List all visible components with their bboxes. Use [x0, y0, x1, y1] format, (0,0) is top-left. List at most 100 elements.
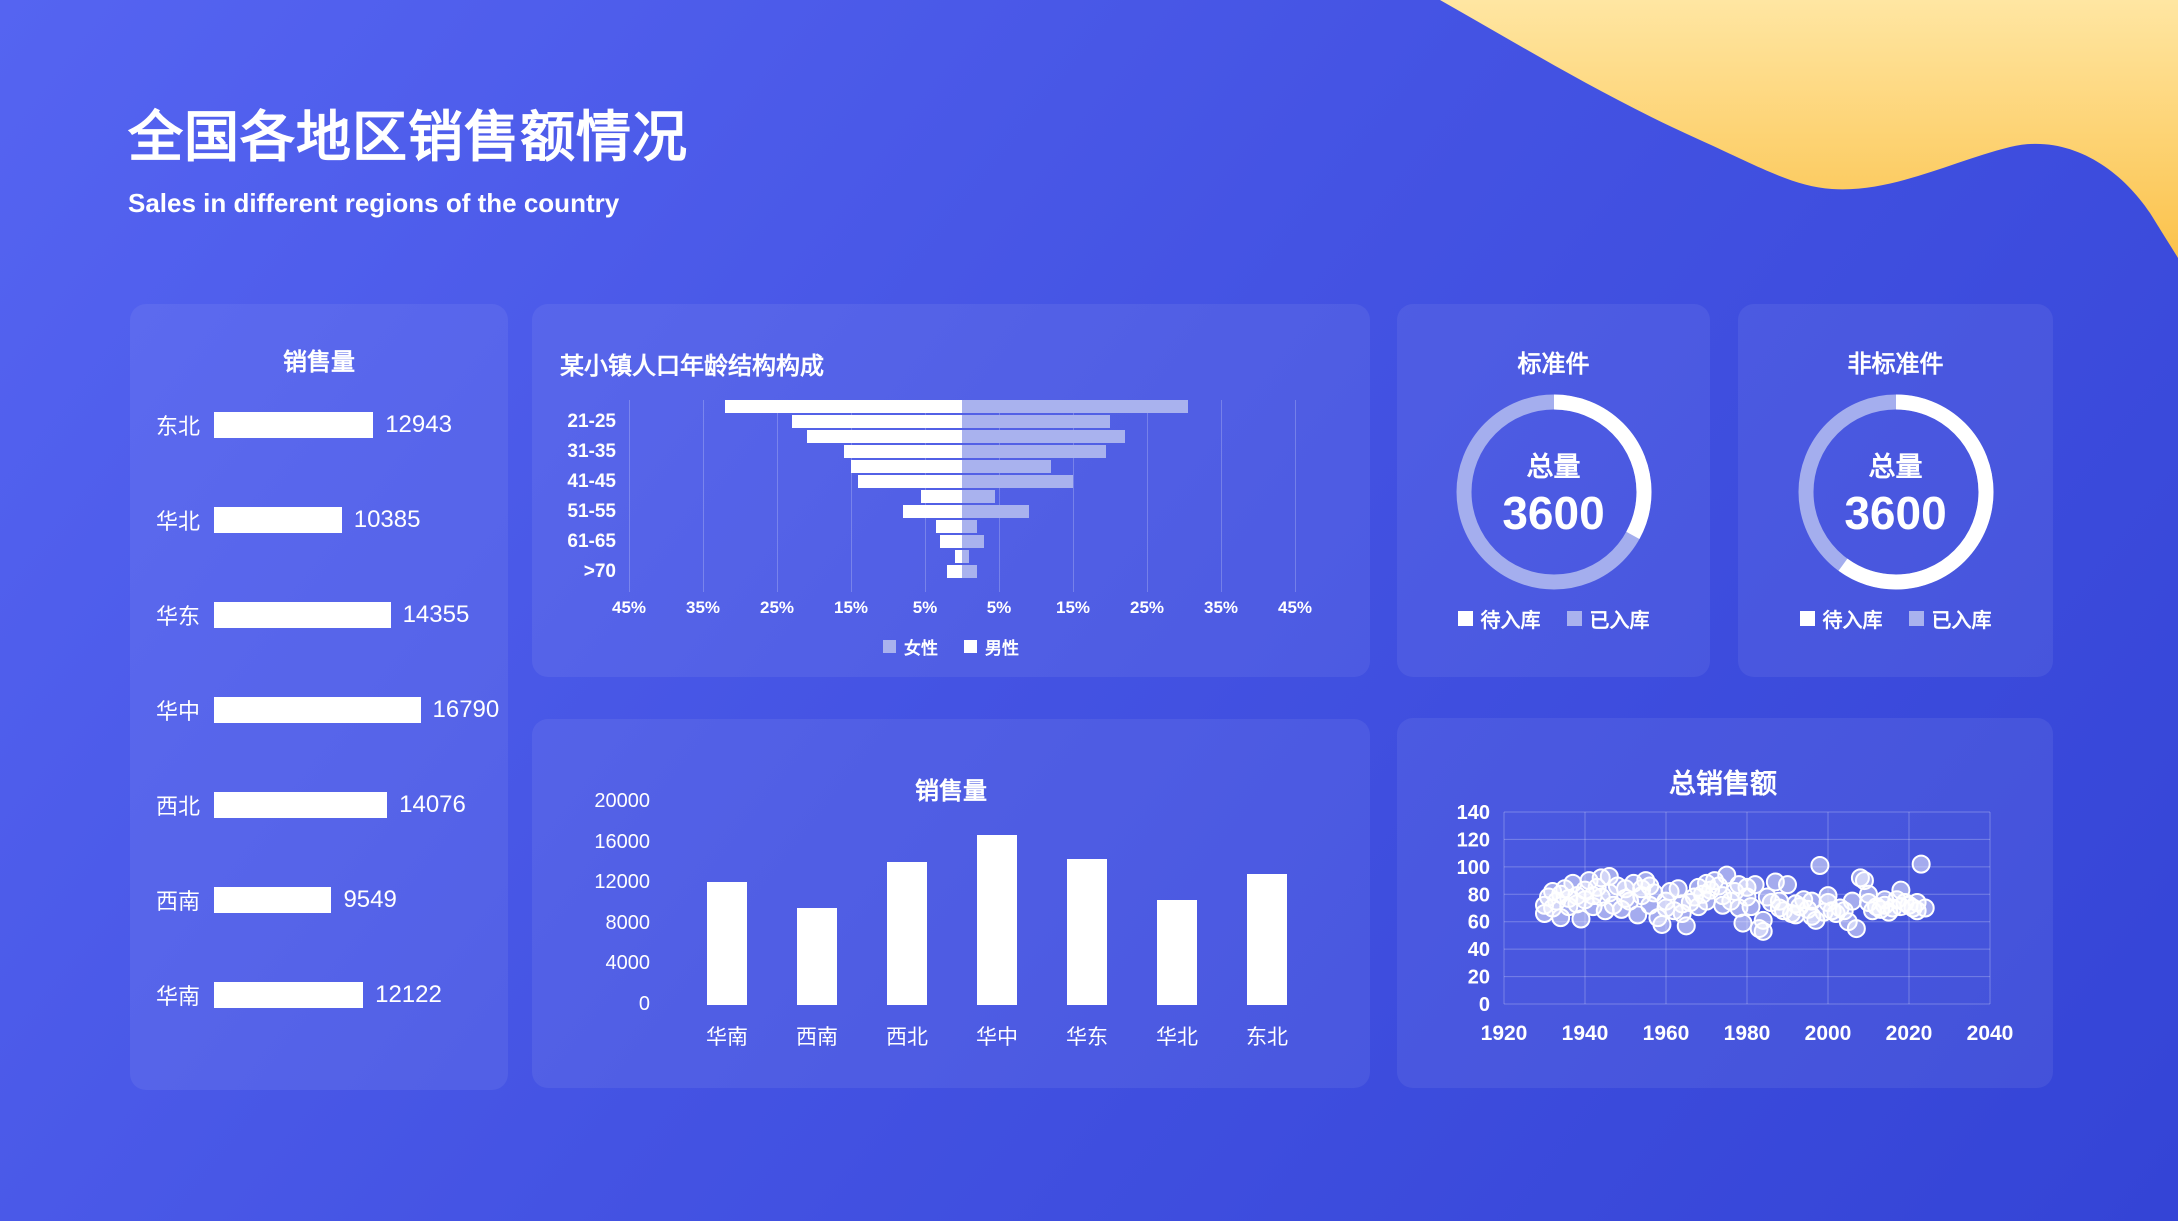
vbar-chart-title: 销售量 — [915, 778, 987, 805]
pyramid-age-label: 31-35 — [567, 441, 616, 462]
vbar-y-tick: 4000 — [605, 952, 651, 975]
donut-center-text: 总量 3600 — [1456, 394, 1652, 590]
panel-sales-hbar: 销售量 东北 12943 华北 10385 华东 14355 华中 16790 西北 14076 西… — [130, 304, 508, 1090]
scatter-point — [1733, 913, 1753, 933]
pyramid-plot-area — [629, 400, 1296, 592]
scatter-point — [1741, 897, 1761, 917]
hbar-row: 西北 14076 — [156, 791, 494, 819]
scatter-x-tick: 2040 — [1967, 1022, 2014, 1045]
pyramid-gridline — [1147, 400, 1148, 592]
pyramid-age-label: 51-55 — [567, 501, 616, 522]
donut-center-value: 3600 — [1844, 486, 1947, 539]
hbar-rows: 东北 12943 华北 10385 华东 14355 华中 16790 西北 14076 西南 954… — [156, 411, 499, 1009]
legend-swatch — [1799, 611, 1815, 626]
scatter-point — [1753, 910, 1773, 930]
scatter-y-tick: 0 — [1479, 994, 1490, 1016]
legend-label: 已入库 — [1589, 610, 1650, 632]
pyramid-gridline — [999, 400, 1000, 592]
pyramid-age-label: 21-25 — [567, 411, 616, 432]
hbar-value-label: 9549 — [343, 886, 397, 913]
pyramid-gridline — [703, 400, 704, 592]
pyramid-gridline — [629, 400, 630, 592]
panel-total-sales-scatter: 总销售额 1920 1940 1960 1980 2000 2020 2040 0 20 40 60… — [1397, 718, 2053, 1088]
pyramid-bar-male — [806, 430, 962, 443]
hbar-category-label: 西南 — [156, 889, 201, 914]
pyramid-bar-male — [791, 415, 962, 428]
vbar-x-label: 西南 — [796, 1026, 838, 1049]
hbar-bar — [214, 887, 332, 913]
legend-label: 待入库 — [1822, 610, 1883, 632]
legend-label: 男性 — [985, 639, 1019, 658]
pyramid-x-tick: 45% — [1277, 598, 1313, 617]
pyramid-bar-female — [962, 400, 1188, 413]
scatter-point — [1717, 865, 1737, 885]
hbar-category-label: 华北 — [156, 509, 201, 534]
scatter-x-tick: 2000 — [1805, 1022, 1852, 1045]
pyramid-x-tick: 25% — [1129, 598, 1165, 617]
pyramid-x-tick: 5% — [986, 598, 1012, 617]
legend-swatch — [1908, 611, 1924, 626]
vbar-bar — [797, 908, 837, 1005]
page-title: 全国各地区销售额情况 — [128, 106, 689, 168]
hbar-row: 华南 12122 — [156, 981, 494, 1009]
hbar-value-label: 12122 — [375, 981, 442, 1008]
panel-donut-nonstandard: 非标准件 总量 3600 待入库 已入库 — [1738, 304, 2053, 677]
vbar-bar — [1247, 873, 1287, 1005]
donut-nonstandard-legend: 待入库 已入库 — [1738, 604, 2053, 633]
pyramid-x-tick: 25% — [759, 598, 795, 617]
scatter-point — [1911, 854, 1931, 874]
scatter-x-tick: 1920 — [1481, 1022, 1528, 1045]
scatter-x-tick: 1940 — [1562, 1022, 1609, 1045]
pyramid-bar-male — [936, 520, 962, 533]
vbar-x-label: 华东 — [1066, 1026, 1108, 1049]
hbar-value-label: 14076 — [399, 791, 466, 818]
donut-nonstandard-title: 非标准件 — [1847, 351, 1944, 378]
pyramid-bar-male — [851, 460, 962, 473]
pyramid-chart-title: 某小镇人口年龄结构构成 — [560, 353, 824, 380]
page-subtitle: Sales in different regions of the countr… — [128, 188, 620, 218]
vbar-x-label: 华北 — [1156, 1026, 1198, 1049]
scatter-y-tick: 100 — [1457, 857, 1490, 879]
vbar-x-label: 东北 — [1246, 1026, 1288, 1049]
pyramid-x-axis: 45% 35% 25% 15% 5% 5% 15% 25% 35% 45% — [612, 598, 1312, 620]
donut-center-label: 总量 — [1868, 451, 1923, 482]
hbar-value-label: 14355 — [402, 601, 470, 628]
scatter-y-tick: 80 — [1468, 884, 1490, 906]
legend-item: 女性 — [883, 634, 938, 659]
pyramid-bar-female — [962, 505, 1029, 518]
scatter-y-tick: 20 — [1468, 967, 1490, 989]
pyramid-bar-female — [962, 520, 977, 533]
pyramid-bar-female — [962, 490, 996, 503]
vbar-y-tick: 8000 — [605, 911, 651, 934]
vbar-bar — [887, 862, 927, 1005]
scatter-point — [1915, 898, 1935, 918]
pyramid-gridline — [1073, 400, 1074, 592]
hbar-category-label: 华中 — [156, 699, 201, 724]
scatter-y-tick: 40 — [1468, 939, 1490, 961]
pyramid-bar-female — [962, 565, 977, 578]
pyramid-gridline — [1295, 400, 1296, 592]
panel-sales-vbar: 销售量 0 4000 8000 12000 16000 20000 华南 西南 西北 华中 华东华… — [532, 719, 1370, 1088]
legend-swatch — [1457, 611, 1473, 626]
scatter-point — [1571, 909, 1591, 929]
hbar-value-label: 12943 — [385, 411, 452, 438]
hbar-value-label: 10385 — [353, 506, 421, 533]
donut-ring-svg — [1798, 394, 1993, 590]
scatter-point — [1676, 916, 1696, 936]
legend-item: 待入库 — [1799, 604, 1883, 633]
hbar-bar — [214, 697, 421, 723]
pyramid-age-label: >70 — [583, 561, 616, 582]
vbar-y-tick: 0 — [638, 993, 650, 1015]
legend-label: 已入库 — [1931, 610, 1992, 632]
hbar-bar — [214, 792, 388, 818]
vbar-bar — [1067, 859, 1107, 1005]
scatter-x-tick: 2020 — [1886, 1022, 1933, 1045]
scatter-x-tick: 1960 — [1643, 1022, 1690, 1045]
pyramid-bar-male — [954, 550, 962, 563]
hbar-category-label: 东北 — [156, 414, 201, 439]
vbar-y-tick: 20000 — [594, 790, 650, 812]
vbar-x-label: 华南 — [706, 1026, 748, 1049]
pyramid-bar-female — [962, 430, 1125, 443]
vbar-bar — [1157, 899, 1197, 1005]
legend-item: 男性 — [964, 634, 1019, 659]
